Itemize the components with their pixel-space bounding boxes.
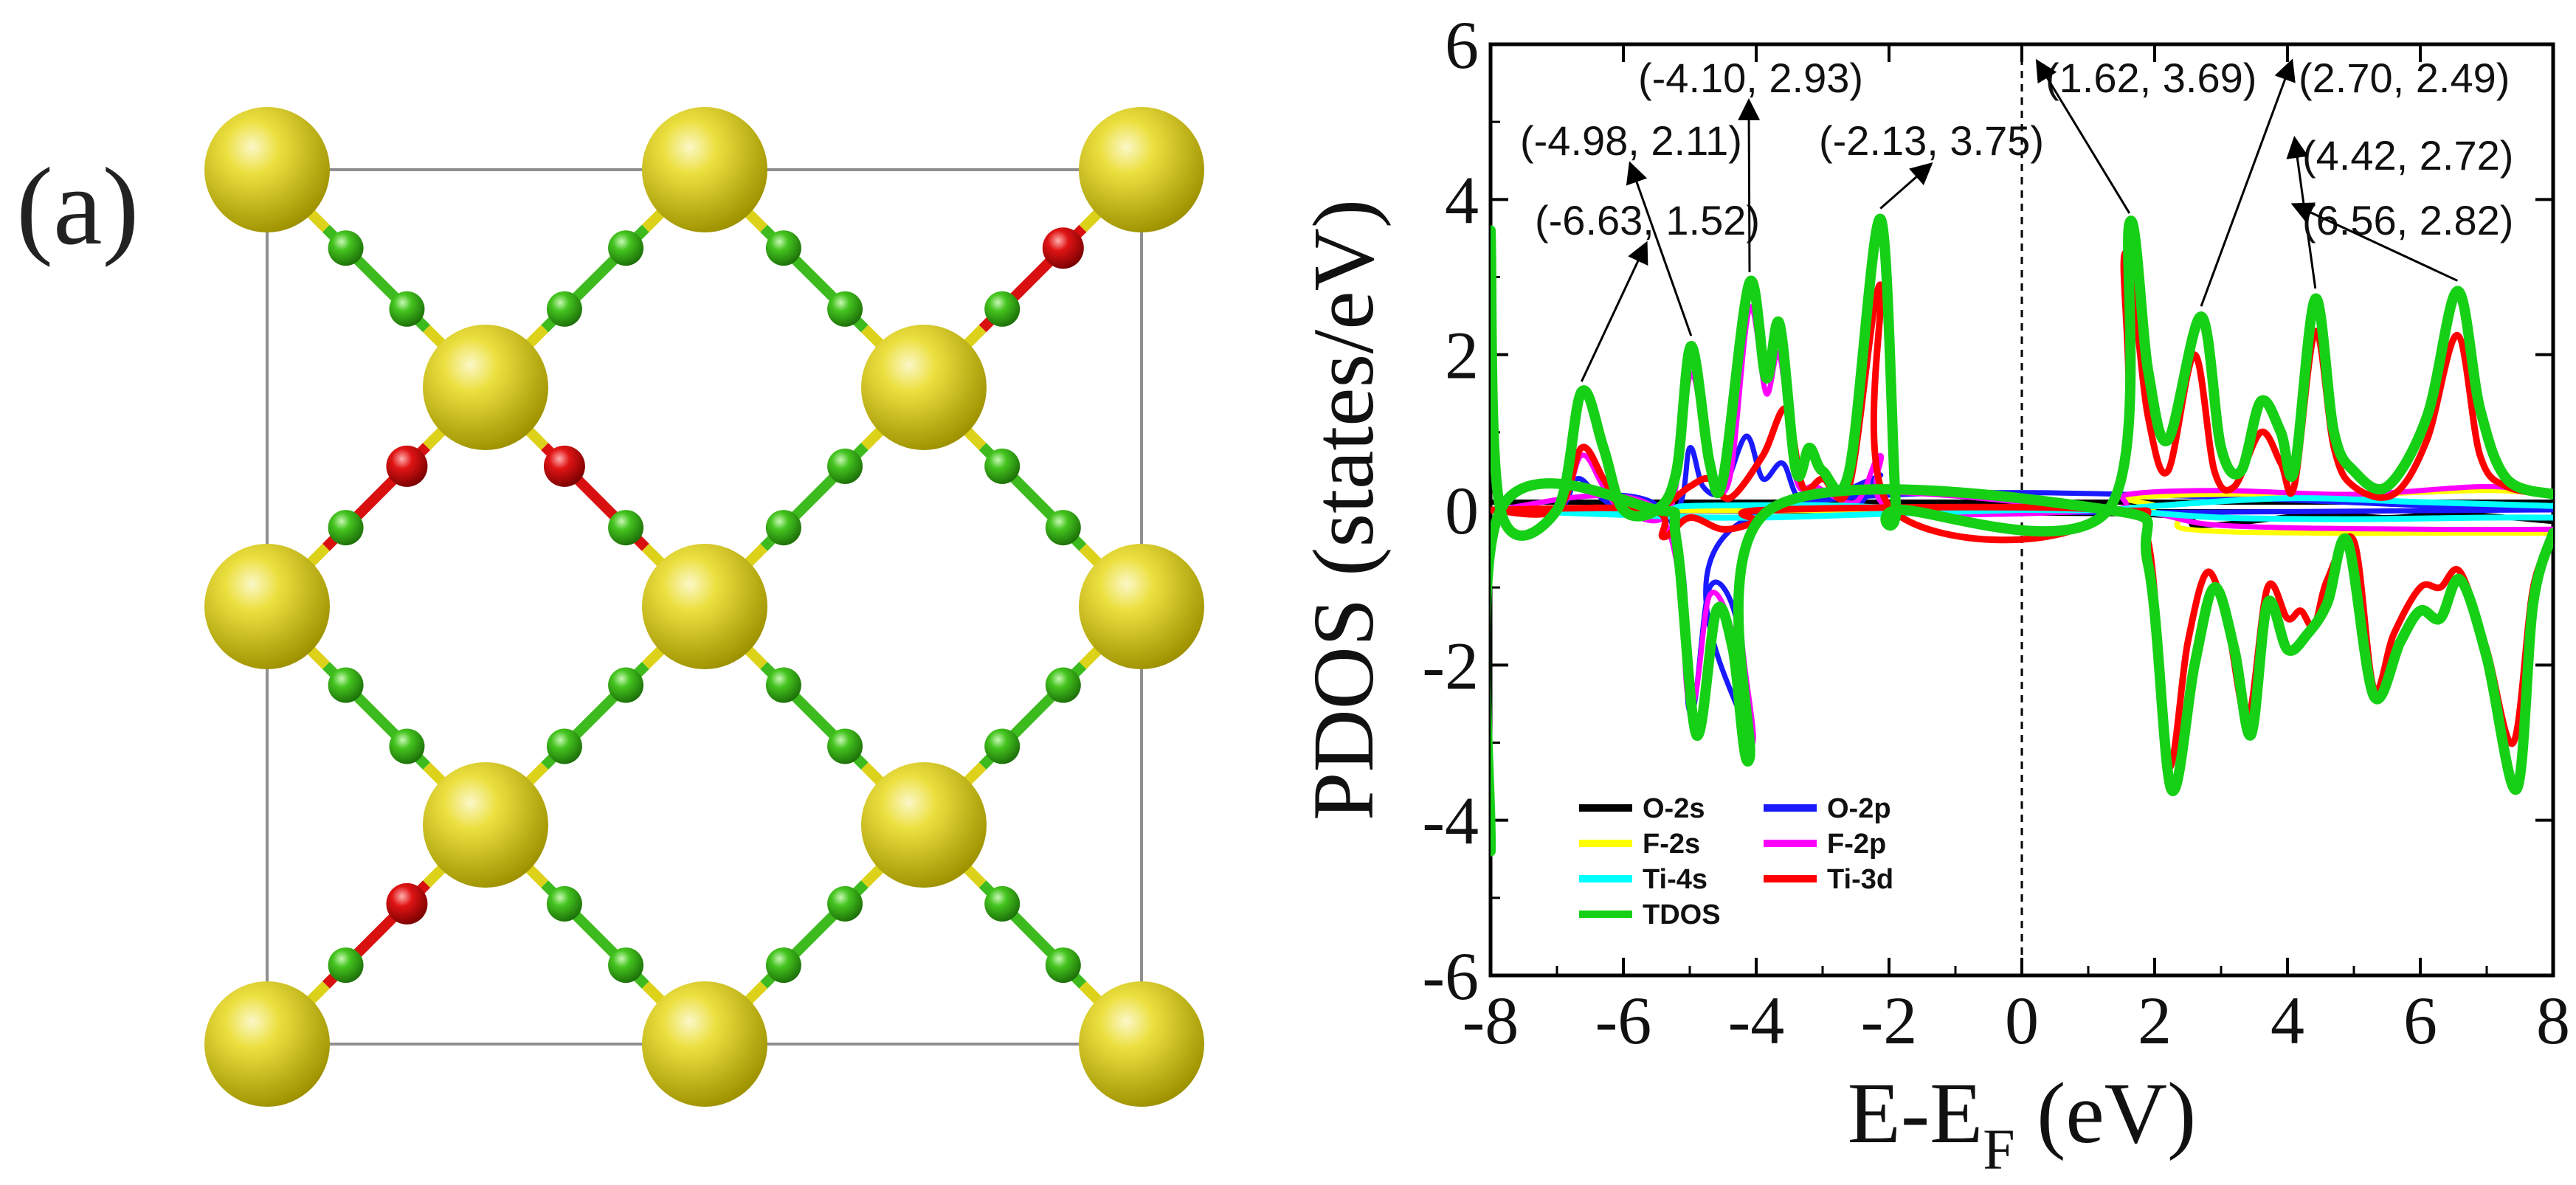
dos-series — [1491, 213, 2553, 857]
x-axis-title: E-EF (eV) — [1848, 1065, 2197, 1181]
fluorine-atom — [827, 728, 863, 764]
annotation-arrow — [1626, 161, 1693, 336]
peak-annotation-label: (4.42, 2.72) — [2302, 132, 2513, 179]
series-tdos-spin-up — [1491, 213, 2553, 541]
legend-label: Ti-4s — [1643, 864, 1707, 895]
series-tdos-spin-down — [1491, 478, 2553, 857]
fluorine-atom — [765, 230, 801, 266]
titanium-atom — [1079, 981, 1204, 1107]
titanium-atom — [642, 107, 767, 232]
atoms — [204, 107, 1204, 1107]
annotation-arrow — [1580, 241, 1648, 382]
oxygen-atom — [386, 445, 428, 487]
x-tick-label: 4 — [2271, 983, 2304, 1058]
annotation-arrow — [2200, 58, 2296, 307]
fluorine-atom — [827, 448, 863, 484]
fluorine-atom — [328, 510, 364, 546]
fluorine-atom — [765, 947, 801, 984]
fluorine-atom — [984, 291, 1021, 327]
y-axis-title: PDOS (states/eV) — [1295, 199, 1392, 820]
oxygen-atom — [386, 882, 428, 925]
annotation-arrow — [1879, 162, 1933, 210]
fluorine-atom — [608, 947, 644, 984]
fluorine-atom — [984, 885, 1021, 922]
x-axis-title-subscript: F — [1983, 1117, 2014, 1181]
peak-annotation-label: (2.70, 2.49) — [2299, 55, 2510, 101]
fluorine-atom — [546, 291, 582, 327]
fluorine-atom — [827, 885, 863, 922]
y-tick-label: 0 — [1445, 473, 1479, 548]
fluorine-atom — [984, 728, 1021, 764]
annotation-arrow — [2290, 202, 2459, 282]
fluorine-atom — [546, 885, 582, 922]
y-tick-label: 2 — [1445, 318, 1479, 393]
titanium-atom — [423, 325, 548, 450]
titanium-atom — [204, 107, 330, 232]
y-tick-label: -2 — [1422, 628, 1479, 703]
titanium-atom — [861, 762, 987, 888]
titanium-atom — [423, 762, 548, 888]
peak-annotation-label: (-2.13, 3.75) — [1819, 117, 2044, 164]
titanium-atom — [861, 325, 987, 450]
titanium-atom — [1079, 544, 1204, 669]
fluorine-atom — [546, 728, 582, 764]
y-tick-label: 4 — [1445, 162, 1479, 238]
fluorine-atom — [608, 230, 644, 266]
x-tick-label: 0 — [2005, 983, 2039, 1058]
titanium-atom — [204, 544, 330, 669]
x-tick-label: -4 — [1728, 983, 1785, 1058]
x-axis-title-unit: (eV) — [2015, 1065, 2197, 1161]
fluorine-atom — [1045, 947, 1081, 984]
legend-label: F-2p — [1827, 829, 1886, 860]
crystal-structure: (a) — [16, 107, 1204, 1107]
peak-annotations: (-6.63, 1.52) (-4.98, 2.11) (-4.10, 2.93) (… — [1520, 55, 2513, 382]
fluorine-atom — [827, 291, 863, 327]
y-tick-label: -6 — [1422, 939, 1479, 1014]
legend-label: F-2s — [1643, 829, 1700, 860]
fluorine-atom — [765, 510, 801, 546]
legend: O-2s O-2p F-2s F-2p Ti-4s Ti-3d TDOS — [1579, 793, 1893, 930]
fluorine-atom — [389, 291, 425, 327]
x-tick-label: -8 — [1463, 983, 1519, 1058]
y-tick-label: -4 — [1422, 784, 1479, 859]
fluorine-atom — [328, 667, 364, 703]
x-axis-title-main: E-E — [1848, 1065, 1983, 1161]
titanium-atom — [642, 544, 767, 669]
peak-annotation-label: (-6.63, 1.52) — [1535, 197, 1760, 243]
x-tick-label: -6 — [1595, 983, 1652, 1058]
titanium-atom — [204, 981, 330, 1107]
x-tick-label: 6 — [2403, 983, 2437, 1058]
fluorine-atom — [608, 510, 644, 546]
x-tick-label: -2 — [1861, 983, 1918, 1058]
titanium-atom — [1079, 107, 1204, 232]
legend-label: Ti-3d — [1827, 864, 1893, 895]
fluorine-atom — [1045, 667, 1081, 703]
fluorine-atom — [328, 230, 364, 266]
y-tick-label: 6 — [1445, 7, 1479, 83]
fluorine-atom — [328, 947, 364, 984]
panel-label: (a) — [16, 145, 139, 268]
oxygen-atom — [1042, 227, 1084, 269]
peak-annotation-label: (1.62, 3.69) — [2045, 55, 2256, 101]
x-tick-label: 2 — [2138, 983, 2172, 1058]
annotation-arrow — [1738, 98, 1761, 272]
legend-label: O-2s — [1643, 793, 1705, 824]
titanium-atom — [642, 981, 767, 1107]
peak-annotation-label: (6.56, 2.82) — [2302, 197, 2513, 243]
fluorine-atom — [608, 667, 644, 703]
fluorine-atom — [1045, 510, 1081, 546]
legend-label: O-2p — [1827, 793, 1891, 824]
oxygen-atom — [543, 445, 585, 487]
fluorine-atom — [984, 448, 1021, 484]
fluorine-atom — [765, 667, 801, 703]
fluorine-atom — [389, 728, 425, 764]
legend-label: TDOS — [1643, 899, 1721, 930]
peak-annotation-label: (-4.98, 2.11) — [1520, 117, 1742, 164]
peak-annotation-label: (-4.10, 2.93) — [1638, 55, 1863, 101]
x-tick-label: 8 — [2536, 983, 2570, 1058]
annotation-arrow — [2035, 58, 2131, 214]
